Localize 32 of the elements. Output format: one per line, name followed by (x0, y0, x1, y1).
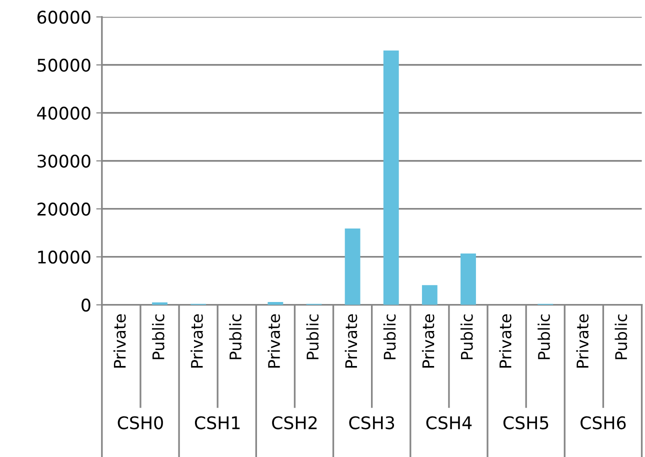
x-tick-label: Private (422, 314, 434, 368)
x-tick-label: Public (383, 314, 396, 360)
y-tick-label: 30000 (38, 154, 90, 168)
x-tick-label: Public (538, 314, 550, 360)
text: CSH2 (272, 416, 317, 430)
x-tick-label: Private (576, 314, 589, 368)
y-tick-label: 20000 (38, 202, 90, 216)
x-tick-label: Public (152, 314, 164, 360)
y-tick-label: 60000 (37, 10, 90, 24)
text: CSH6 (580, 416, 626, 430)
y-tick-label: 50000 (38, 58, 90, 72)
bar (383, 50, 399, 305)
x-tick-label: Public (614, 314, 628, 360)
x-tick-label: Private (190, 314, 203, 368)
x-tick-label: Public (229, 314, 242, 360)
text: CSH0 (118, 416, 163, 430)
x-tick-label: Private (344, 314, 358, 368)
text: CSH1 (194, 416, 240, 430)
y-tick-label: 40000 (37, 106, 90, 120)
text: CSH4 (426, 416, 472, 430)
y-tick-label: 10000 (38, 250, 90, 264)
text: CSH3 (349, 416, 394, 430)
x-tick-label: Private (113, 314, 126, 368)
text: CSH5 (503, 416, 548, 430)
x-tick-label: Private (268, 314, 280, 368)
y-tick-label: 0 (82, 298, 90, 312)
bar (460, 253, 476, 305)
x-tick-label: Public (460, 314, 473, 360)
bar (422, 285, 438, 305)
bar (344, 228, 360, 305)
x-tick-label: Public (306, 314, 319, 360)
x-tick-label: Private (499, 314, 512, 368)
